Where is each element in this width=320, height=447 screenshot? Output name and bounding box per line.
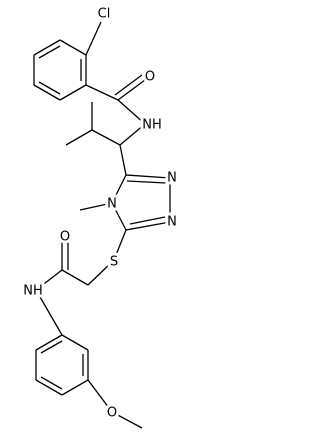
atom-label: NH bbox=[23, 284, 43, 299]
atom-label: NH bbox=[142, 118, 162, 133]
atom-label: O bbox=[107, 406, 117, 421]
atom-label: N bbox=[107, 197, 117, 212]
atom-labels: Cl O NH N N N S O NH O bbox=[20, 4, 180, 424]
atom-label: Cl bbox=[98, 7, 111, 22]
atom-label: O bbox=[145, 70, 155, 85]
atom-label: N bbox=[167, 215, 177, 230]
atom-label: O bbox=[60, 230, 70, 245]
atom-label: N bbox=[167, 171, 177, 186]
molecule-diagram: Cl O NH N N N S O NH O bbox=[20, 4, 180, 429]
bonds bbox=[33, 21, 171, 429]
atom-label: S bbox=[110, 255, 118, 270]
